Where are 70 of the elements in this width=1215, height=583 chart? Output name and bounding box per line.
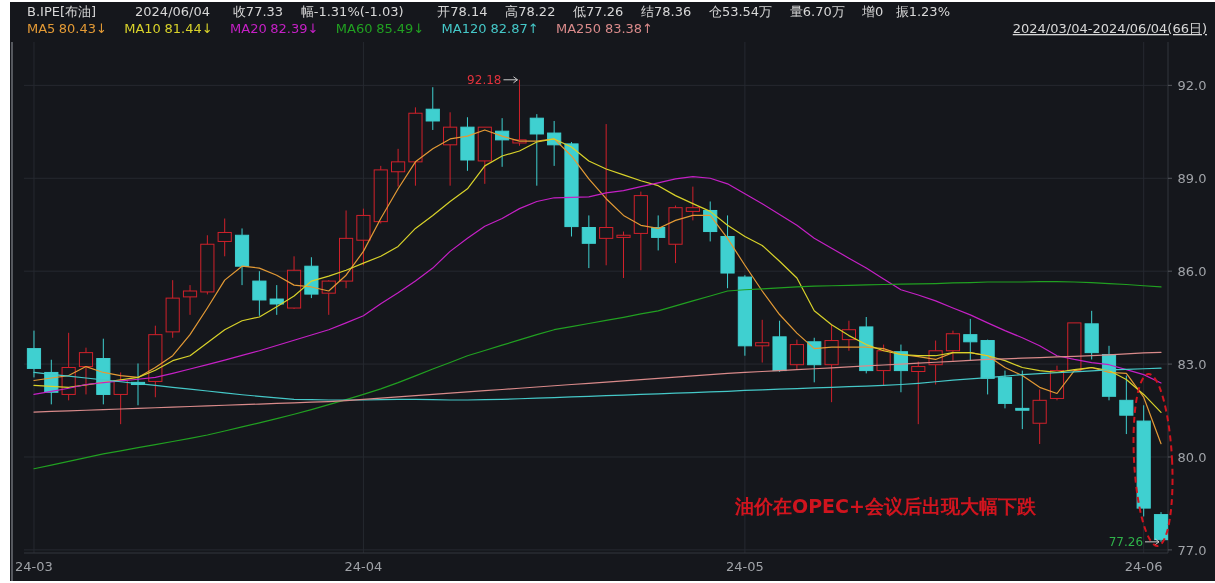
candlestick: [720, 214, 735, 289]
text: 量6.70万: [789, 4, 845, 19]
candlestick: [945, 330, 961, 362]
x-tick-label: 24-06: [1124, 559, 1163, 574]
line-series: [33, 281, 1162, 470]
y-tick-label: 83.0: [1177, 357, 1207, 373]
candlestick: [460, 116, 475, 172]
candlestick: [443, 111, 458, 187]
y-tick-label: 92.0: [1177, 78, 1207, 94]
candlestick: [651, 214, 666, 251]
candlestick: [408, 106, 423, 187]
candlestick: [737, 274, 752, 357]
candlestick: [685, 186, 700, 221]
text: MA120: [441, 21, 487, 36]
candlestick: [1049, 365, 1065, 401]
y-tick-label: 86.0: [1177, 264, 1207, 280]
x-tick-label: 24-03: [15, 559, 53, 574]
annotation: 92.18: [467, 72, 502, 87]
text: MA250: [556, 21, 601, 36]
candlestick: [529, 113, 544, 187]
candlestick: [1032, 388, 1047, 445]
line-series: [33, 176, 1162, 396]
line-series: [33, 351, 1162, 413]
annotation: 油价在OPEC+会议后出现大幅下跌: [734, 495, 1037, 517]
candlestick: [234, 227, 250, 286]
candlestick: [928, 340, 943, 386]
text: 低77.26: [573, 4, 624, 19]
y-tick-label: 77.0: [1177, 542, 1207, 558]
y-tick-label: 80.0: [1177, 449, 1207, 465]
candlestick: [182, 284, 198, 316]
text: MA20: [230, 21, 267, 36]
candlestick: [78, 347, 94, 395]
candlestick: [789, 339, 804, 371]
text: 82.87↑: [490, 21, 539, 36]
candlestick: [252, 270, 267, 317]
text: MA5: [27, 21, 56, 36]
candlestick: [217, 218, 232, 257]
x-tick-label: 24-05: [725, 559, 764, 574]
x-tick-label: 24-04: [344, 559, 383, 574]
candlestick: [824, 324, 839, 403]
candlestick: [391, 148, 406, 188]
candlestick: [338, 209, 354, 289]
annotation: 77.26: [1108, 534, 1144, 549]
candlestick: [772, 320, 787, 372]
candlestick: [841, 320, 857, 352]
text: 幅-1.31%(-1.03): [300, 4, 404, 19]
text: 高78.22: [505, 4, 556, 19]
text: 2024/03/04-2024/06/04(66日): [1012, 21, 1207, 36]
text: 结78.36: [641, 4, 692, 19]
candlestick: [599, 123, 614, 266]
candlestick: [963, 318, 978, 362]
text: 85.49↓: [376, 21, 425, 36]
text: MA60: [335, 21, 373, 36]
text: 增0: [861, 4, 884, 19]
candlestick: [581, 214, 596, 269]
y-tick-label: 89.0: [1177, 171, 1207, 187]
text: 83.38↑: [604, 21, 654, 36]
candlestick: [1153, 511, 1169, 543]
text: MA10: [124, 21, 161, 36]
candlestick: [755, 319, 770, 364]
text: 81.44↓: [164, 21, 213, 36]
text: 2024/06/04: [135, 4, 210, 19]
text: B.IPE[布油]: [27, 4, 97, 19]
text: 82.39↓: [270, 21, 319, 36]
text: 80.43↓: [58, 21, 107, 36]
text: 收77.33: [232, 4, 284, 19]
candlestick: [1119, 375, 1134, 435]
text: 仓53.54万: [708, 4, 773, 19]
text: 开78.14: [437, 4, 488, 19]
text: 振1.23%: [895, 4, 951, 19]
